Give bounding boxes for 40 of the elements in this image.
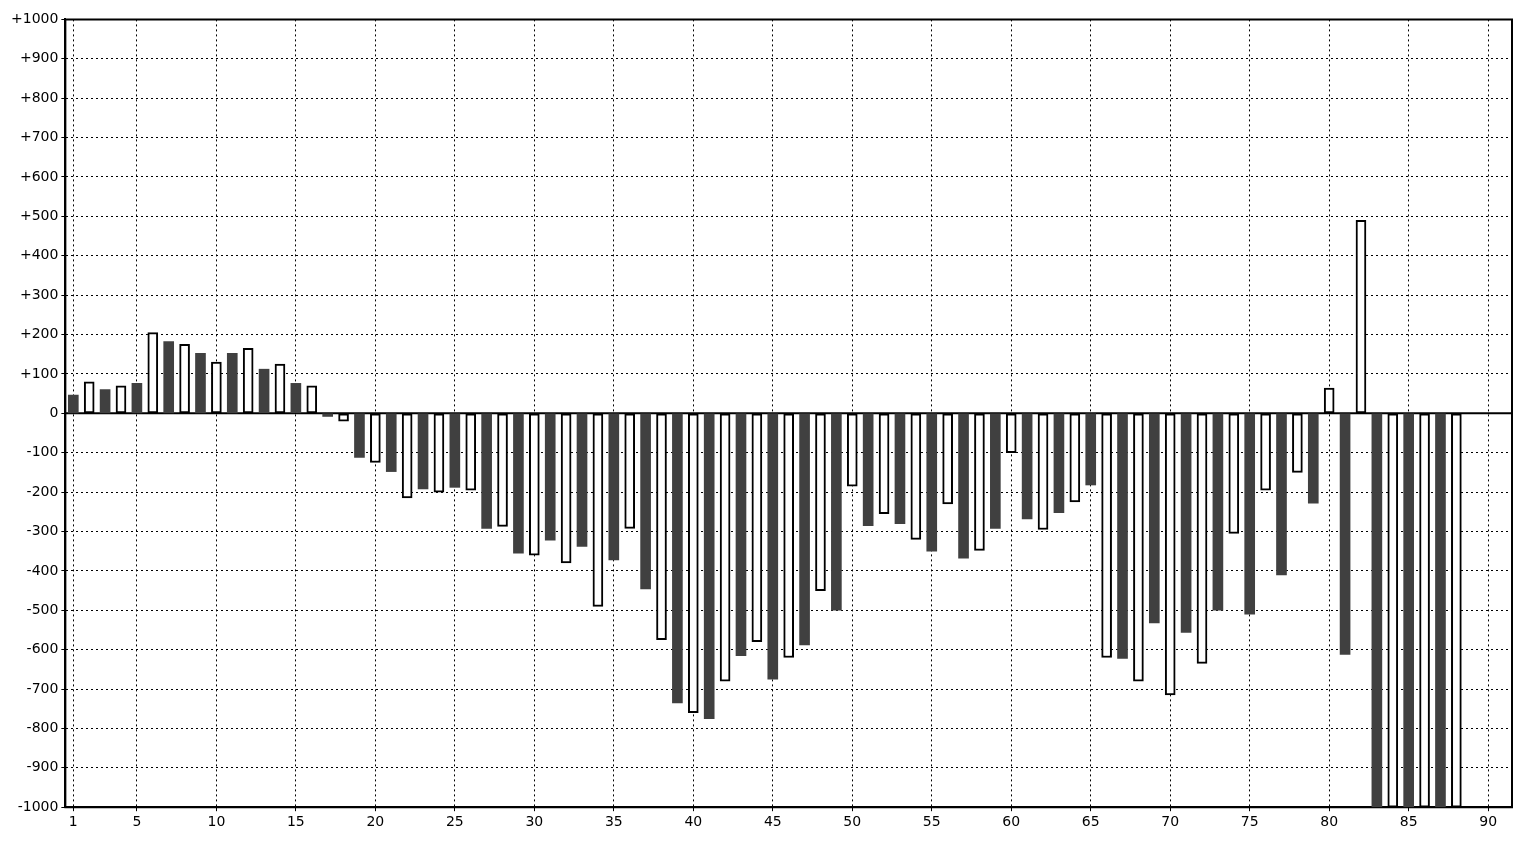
x-tick-label: 75 [1240, 813, 1259, 830]
x-tick-label: 35 [604, 813, 623, 830]
y-tick-label: +100 [19, 364, 59, 381]
y-tick-label: +1000 [11, 10, 59, 27]
y-tick-label: -700 [26, 679, 59, 696]
x-tick-label: 55 [922, 813, 941, 830]
x-tick-label: 65 [1081, 813, 1100, 830]
y-tick-label: -1000 [17, 797, 59, 814]
x-tick-label: 40 [684, 813, 703, 830]
y-tick-label: +300 [19, 285, 59, 302]
x-tick-label: 50 [843, 813, 862, 830]
x-tick-label: 85 [1399, 813, 1418, 830]
x-tick-label: 80 [1320, 813, 1339, 830]
y-tick-label: -500 [26, 600, 59, 617]
x-tick-label: 45 [763, 813, 782, 830]
y-tick-label: -400 [26, 561, 59, 578]
x-tick-label: 30 [525, 813, 544, 830]
y-tick-label: -600 [26, 640, 59, 657]
x-tick-label: 60 [1002, 813, 1021, 830]
y-tick-label: +700 [19, 128, 59, 145]
x-tick-label: 90 [1479, 813, 1498, 830]
y-tick-label: -900 [26, 758, 59, 775]
y-tick-label: +500 [19, 206, 59, 223]
x-tick-label: 70 [1161, 813, 1180, 830]
y-tick-label: +200 [19, 325, 59, 342]
x-tick-label: 15 [286, 813, 305, 830]
y-tick-label: 0 [49, 403, 59, 420]
y-tick-label: -800 [26, 719, 59, 736]
y-tick-label: -300 [26, 522, 59, 539]
y-tick-label: +400 [19, 246, 59, 263]
x-tick-label: 25 [445, 813, 464, 830]
y-tick-label: +600 [19, 167, 59, 184]
x-tick-label: 20 [366, 813, 385, 830]
x-tick-label: 10 [207, 813, 226, 830]
y-tick-label: +800 [19, 88, 59, 105]
x-tick-label: 5 [132, 813, 142, 830]
y-tick-label: -100 [26, 443, 59, 460]
y-tick-label: +900 [19, 49, 59, 66]
x-tick-label: 1 [68, 813, 78, 830]
y-tick-label: -200 [26, 482, 59, 499]
